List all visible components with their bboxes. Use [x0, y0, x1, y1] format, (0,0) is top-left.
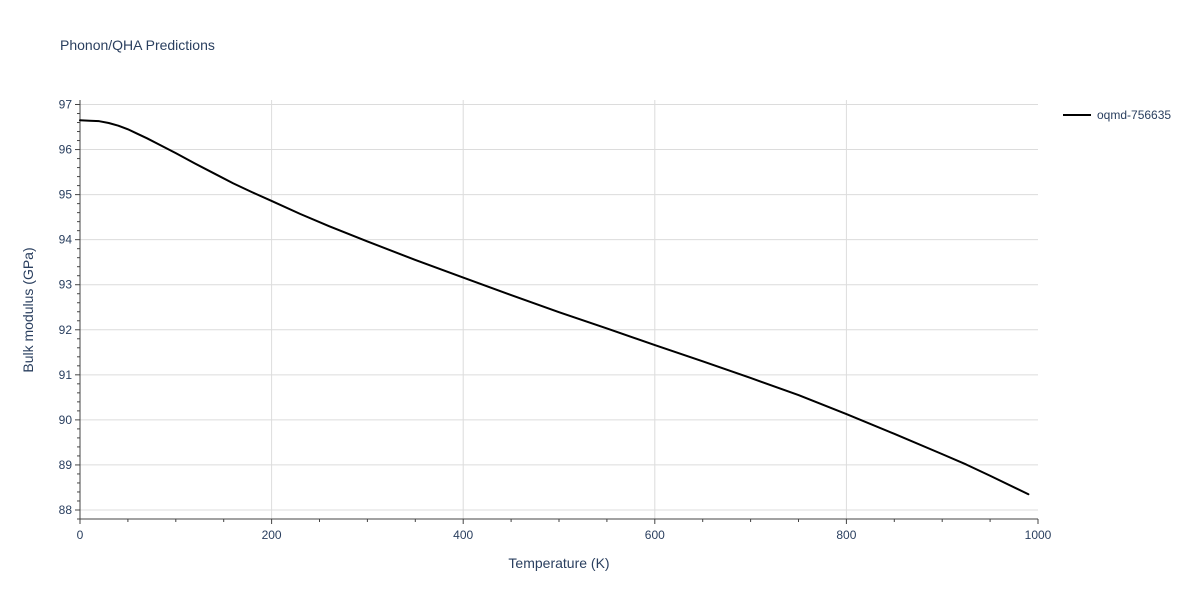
legend-label-oqmd-756635: oqmd-756635: [1097, 108, 1171, 122]
axes-layer: [75, 100, 1039, 524]
y-tick-label: 93: [59, 278, 73, 292]
series-line-oqmd-756635[interactable]: [79, 119, 1030, 496]
y-tick-label: 94: [59, 233, 73, 247]
x-tick-label: 800: [836, 528, 856, 542]
x-tick-label: 400: [453, 528, 473, 542]
series-layer: [79, 119, 1030, 496]
grid-layer: [80, 100, 1038, 519]
x-tick-label: 0: [77, 528, 84, 542]
y-tick-label: 89: [59, 458, 73, 472]
chart-title: Phonon/QHA Predictions: [60, 37, 215, 53]
y-tick-label: 97: [59, 98, 73, 112]
y-axis-title: Bulk modulus (GPa): [20, 247, 36, 372]
y-tick-label: 96: [59, 143, 73, 157]
legend[interactable]: oqmd-756635: [1063, 108, 1171, 122]
x-tick-label: 200: [262, 528, 282, 542]
y-tick-label: 91: [59, 368, 73, 382]
x-tick-label: 600: [645, 528, 665, 542]
tick-label-layer: 0 200 400 600 800 1000 88 89 90 91 92 93 94 95 96 97: [59, 98, 1052, 542]
y-tick-label: 88: [59, 503, 73, 517]
x-tick-label: 1000: [1025, 528, 1052, 542]
x-axis-title: Temperature (K): [508, 555, 609, 571]
y-tick-label: 95: [59, 188, 73, 202]
y-tick-label: 92: [59, 323, 73, 337]
y-tick-label: 90: [59, 413, 73, 427]
